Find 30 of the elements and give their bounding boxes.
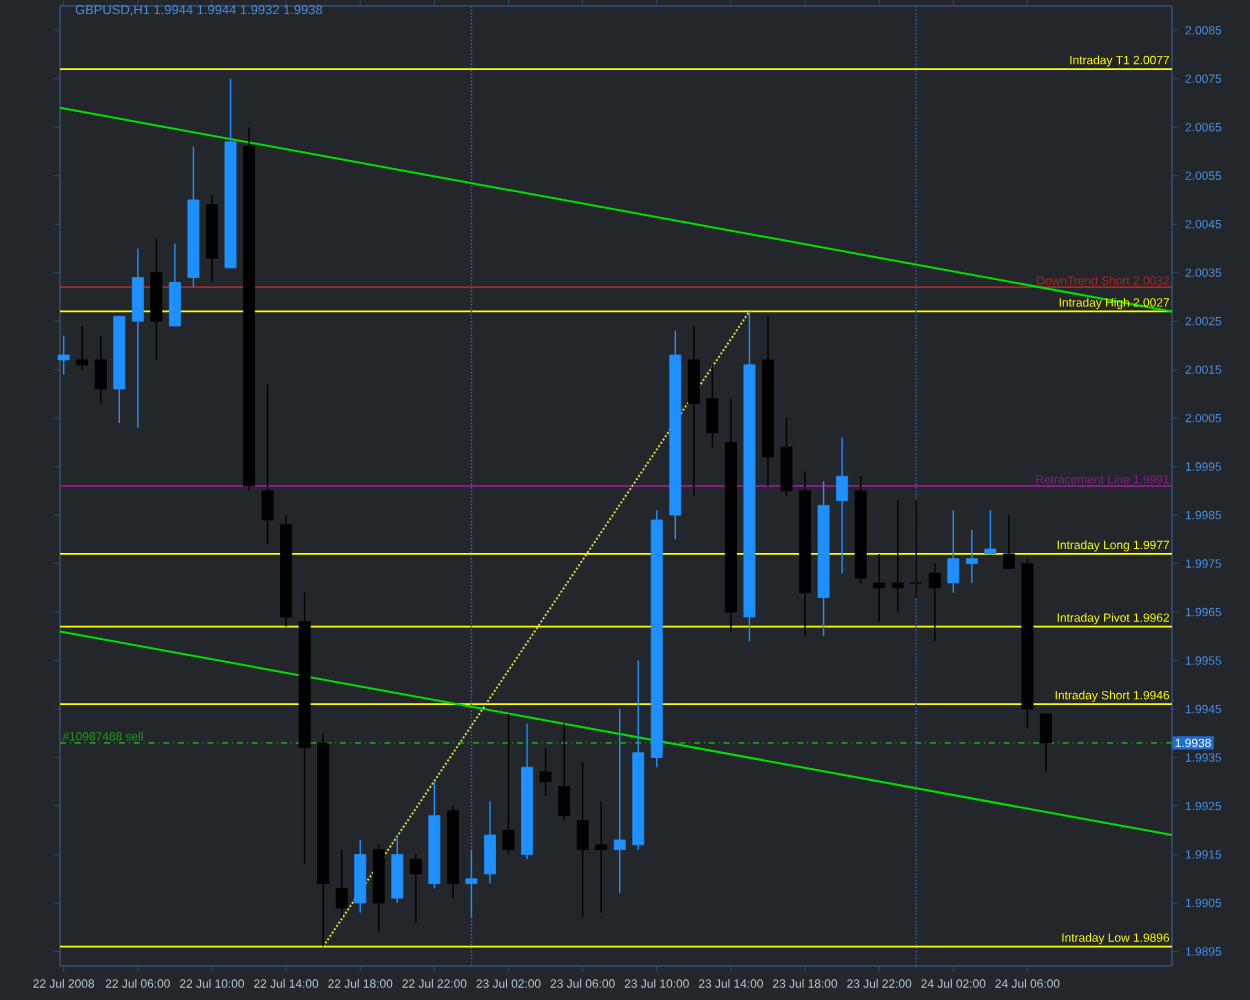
candlestick [873, 553, 886, 623]
candlestick [484, 800, 496, 885]
candlestick [595, 800, 608, 914]
candlestick [465, 848, 478, 919]
candlestick [836, 436, 849, 574]
candlestick [780, 417, 793, 497]
candlestick [947, 509, 960, 594]
candlestick [706, 364, 719, 448]
candlestick [1040, 713, 1052, 773]
candlestick [965, 528, 978, 584]
candlestick [558, 722, 571, 822]
candlestick [57, 334, 70, 376]
candlestick [928, 562, 941, 642]
candlestick [76, 325, 89, 371]
candlestick [891, 499, 904, 613]
candlestick [409, 853, 422, 924]
candlestick [261, 383, 274, 545]
candlestick [576, 761, 589, 919]
candlestick [613, 708, 626, 894]
candlestick [1002, 514, 1015, 570]
candlestick [335, 848, 348, 919]
candlestick [391, 834, 404, 904]
candlestick [984, 509, 997, 555]
candlestick [94, 334, 107, 405]
candlestick [910, 499, 923, 599]
candlestick [502, 713, 515, 856]
candlestick [539, 747, 552, 797]
candlestick [687, 325, 700, 497]
candlestick [168, 242, 181, 327]
candlestick [131, 247, 144, 429]
